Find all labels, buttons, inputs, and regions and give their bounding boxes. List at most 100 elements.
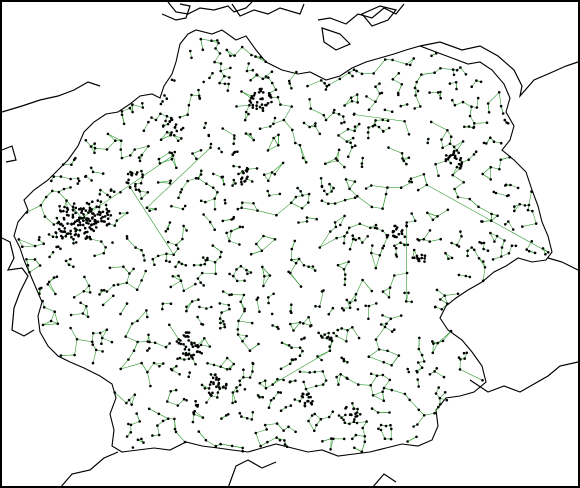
transmission-line xyxy=(213,173,222,178)
substation-node xyxy=(58,204,61,208)
substation-node xyxy=(423,254,427,257)
substation-node xyxy=(66,222,69,225)
substation-node xyxy=(332,331,335,335)
substation-node xyxy=(225,48,229,52)
substation-node xyxy=(318,246,322,249)
transmission-line xyxy=(298,258,305,266)
transmission-line xyxy=(237,320,239,330)
substation-node xyxy=(228,272,231,276)
transmission-line xyxy=(435,160,446,165)
substation-node xyxy=(49,319,53,323)
transmission-line xyxy=(499,159,501,170)
substation-node xyxy=(336,263,340,267)
transmission-line xyxy=(143,121,149,131)
transmission-line xyxy=(371,185,388,188)
substation-node xyxy=(231,401,234,405)
substation-node xyxy=(153,341,157,345)
substation-node xyxy=(120,113,124,117)
substation-node xyxy=(38,236,41,239)
substation-node xyxy=(164,230,168,233)
transmission-line xyxy=(314,371,323,373)
transmission-line xyxy=(200,344,210,347)
substation-node xyxy=(221,127,224,130)
substation-node xyxy=(343,283,347,287)
substation-node xyxy=(455,87,458,91)
substation-node xyxy=(437,386,441,389)
substation-node xyxy=(85,217,89,220)
substation-node xyxy=(451,68,455,71)
substation-node xyxy=(130,173,134,177)
substation-node xyxy=(360,162,364,165)
substation-node xyxy=(234,182,237,185)
substation-node xyxy=(325,193,329,196)
substation-node xyxy=(224,384,228,387)
substation-node xyxy=(216,39,219,42)
substation-node xyxy=(405,162,408,166)
substation-node xyxy=(386,234,390,237)
transmission-line xyxy=(259,382,267,389)
transmission-line xyxy=(240,301,245,310)
substation-node xyxy=(177,260,181,264)
substation-node xyxy=(169,302,173,306)
transmission-line xyxy=(359,223,371,229)
substation-node xyxy=(272,397,276,400)
transmission-line xyxy=(273,119,284,125)
substation-node xyxy=(448,82,452,85)
substation-node xyxy=(287,344,291,347)
substation-node xyxy=(273,238,277,241)
transmission-line xyxy=(431,121,448,131)
substation-node xyxy=(340,121,343,125)
substation-node xyxy=(277,143,280,147)
substation-node xyxy=(106,210,110,213)
substation-node xyxy=(185,229,188,232)
substation-node xyxy=(176,247,180,250)
substation-node xyxy=(354,433,358,437)
substation-node xyxy=(264,386,268,390)
transmission-line xyxy=(427,212,434,220)
substation-node xyxy=(39,204,43,207)
substation-node xyxy=(224,414,228,417)
substation-node xyxy=(72,237,75,241)
substation-node xyxy=(400,83,404,86)
transmission-line xyxy=(260,126,271,129)
transmission-line xyxy=(171,205,183,210)
substation-node xyxy=(236,150,239,153)
substation-node xyxy=(135,288,139,292)
substation-node xyxy=(88,219,92,223)
transmission-line xyxy=(375,255,381,269)
substation-node xyxy=(82,290,86,293)
substation-node xyxy=(258,127,262,130)
transmission-line xyxy=(22,245,36,247)
substation-node xyxy=(156,424,159,427)
substation-node xyxy=(91,170,95,174)
substation-node xyxy=(213,197,216,200)
transmission-line xyxy=(141,362,148,373)
transmission-line xyxy=(147,372,151,387)
substation-node xyxy=(71,216,75,219)
substation-node xyxy=(57,190,61,194)
transmission-line xyxy=(358,384,371,386)
substation-node xyxy=(168,221,172,224)
substation-node xyxy=(76,182,80,185)
substation-node xyxy=(375,227,379,230)
substation-node xyxy=(374,85,377,88)
substation-node xyxy=(270,70,274,73)
substation-node xyxy=(38,287,41,291)
transmission-line xyxy=(437,209,448,217)
substation-node xyxy=(182,397,186,401)
substation-node xyxy=(220,417,223,420)
substation-node xyxy=(357,122,361,126)
substation-node xyxy=(104,246,107,249)
substation-node xyxy=(353,129,356,133)
substation-node xyxy=(369,372,373,376)
substation-node xyxy=(59,175,63,178)
substation-node xyxy=(154,118,158,122)
transmission-line xyxy=(263,276,265,286)
substation-node xyxy=(82,216,86,219)
substation-node xyxy=(223,323,226,326)
substation-node xyxy=(236,207,240,211)
transmission-line xyxy=(256,235,264,245)
substation-node xyxy=(146,315,149,319)
substation-node xyxy=(55,275,59,279)
